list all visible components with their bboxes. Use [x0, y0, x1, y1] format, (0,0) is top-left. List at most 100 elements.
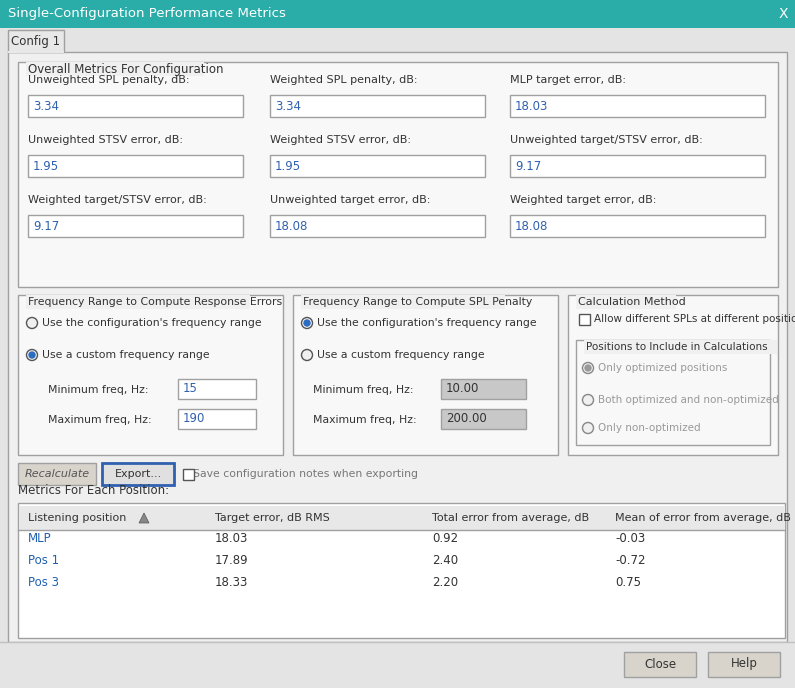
Text: -0.03: -0.03 — [615, 532, 646, 544]
Text: Use the configuration's frequency range: Use the configuration's frequency range — [42, 318, 262, 328]
Text: Target error, dB RMS: Target error, dB RMS — [215, 513, 330, 523]
Text: Unweighted target error, dB:: Unweighted target error, dB: — [270, 195, 430, 205]
Bar — [708, 652, 780, 677]
Circle shape — [26, 317, 37, 328]
Bar — [18, 503, 785, 638]
Text: Use a custom frequency range: Use a custom frequency range — [42, 350, 210, 360]
Bar — [28, 215, 243, 237]
Text: 18.03: 18.03 — [215, 532, 248, 544]
Bar — [584, 340, 778, 354]
Text: Mean of error from average, dB: Mean of error from average, dB — [615, 513, 791, 523]
Bar — [579, 314, 590, 325]
Text: Listening position: Listening position — [28, 513, 126, 523]
Bar — [18, 463, 96, 485]
Text: Calculation Method: Calculation Method — [578, 297, 686, 307]
Text: 10.00: 10.00 — [446, 383, 479, 396]
Text: Only non-optimized: Only non-optimized — [598, 423, 700, 433]
Text: 1.95: 1.95 — [33, 160, 59, 173]
Text: Config 1: Config 1 — [11, 34, 60, 47]
Bar — [510, 95, 765, 117]
Text: Positions to Include in Calculations: Positions to Include in Calculations — [586, 342, 768, 352]
Text: Frequency Range to Compute Response Errors: Frequency Range to Compute Response Erro… — [28, 297, 282, 307]
Bar — [0, 642, 795, 688]
Text: Weighted STSV error, dB:: Weighted STSV error, dB: — [270, 135, 411, 145]
Circle shape — [26, 350, 37, 361]
Bar — [8, 30, 64, 52]
Text: Pos 3: Pos 3 — [28, 575, 59, 588]
Text: Overall Metrics For Configuration: Overall Metrics For Configuration — [28, 63, 223, 76]
Text: 15: 15 — [183, 383, 198, 396]
Text: 2.20: 2.20 — [432, 575, 458, 588]
Bar — [28, 155, 243, 177]
Text: Single-Configuration Performance Metrics: Single-Configuration Performance Metrics — [8, 8, 286, 21]
Text: Help: Help — [731, 658, 758, 671]
Text: Export...: Export... — [114, 469, 161, 479]
Text: 3.34: 3.34 — [33, 100, 59, 113]
Circle shape — [304, 320, 310, 326]
Text: Minimum freq, Hz:: Minimum freq, Hz: — [48, 385, 149, 395]
Text: Close: Close — [644, 658, 676, 671]
Bar — [576, 295, 676, 309]
Text: Frequency Range to Compute SPL Penalty: Frequency Range to Compute SPL Penalty — [303, 297, 532, 307]
Text: X: X — [778, 7, 788, 21]
Bar — [183, 469, 194, 480]
Text: Recalculate: Recalculate — [25, 469, 90, 479]
Text: Weighted target/STSV error, dB:: Weighted target/STSV error, dB: — [28, 195, 207, 205]
Bar — [178, 379, 256, 399]
Bar — [624, 652, 696, 677]
Text: Unweighted SPL penalty, dB:: Unweighted SPL penalty, dB: — [28, 75, 189, 85]
Text: MLP target error, dB:: MLP target error, dB: — [510, 75, 626, 85]
Text: Allow different SPLs at different positions: Allow different SPLs at different positi… — [594, 314, 795, 324]
Text: 0.75: 0.75 — [615, 575, 641, 588]
Bar — [19, 506, 784, 530]
Circle shape — [29, 352, 35, 358]
Text: Metrics For Each Position:: Metrics For Each Position: — [18, 484, 169, 497]
Text: 190: 190 — [183, 413, 205, 425]
Text: Weighted target error, dB:: Weighted target error, dB: — [510, 195, 657, 205]
Text: 18.08: 18.08 — [275, 219, 308, 233]
Circle shape — [583, 363, 594, 374]
Bar — [510, 215, 765, 237]
Text: Total error from average, dB: Total error from average, dB — [432, 513, 589, 523]
Polygon shape — [139, 513, 149, 523]
Circle shape — [301, 317, 312, 328]
Bar — [26, 62, 204, 76]
Text: MLP: MLP — [28, 532, 52, 544]
Bar — [102, 463, 174, 485]
Bar — [441, 409, 526, 429]
Bar — [441, 379, 526, 399]
Bar — [568, 295, 778, 455]
Text: Both optimized and non-optimized: Both optimized and non-optimized — [598, 395, 779, 405]
Text: Use the configuration's frequency range: Use the configuration's frequency range — [317, 318, 537, 328]
Text: Unweighted STSV error, dB:: Unweighted STSV error, dB: — [28, 135, 183, 145]
Text: 9.17: 9.17 — [515, 160, 541, 173]
Text: 18.08: 18.08 — [515, 219, 549, 233]
Text: Unweighted target/STSV error, dB:: Unweighted target/STSV error, dB: — [510, 135, 703, 145]
Bar — [270, 95, 485, 117]
Bar — [0, 0, 795, 28]
Text: 17.89: 17.89 — [215, 554, 249, 566]
Bar — [270, 155, 485, 177]
Circle shape — [585, 365, 591, 371]
Bar — [18, 295, 283, 455]
Text: 0.92: 0.92 — [432, 532, 458, 544]
Bar — [18, 62, 778, 287]
Bar — [270, 215, 485, 237]
Text: Use a custom frequency range: Use a custom frequency range — [317, 350, 485, 360]
Text: 200.00: 200.00 — [446, 413, 487, 425]
Bar — [510, 155, 765, 177]
Text: Minimum freq, Hz:: Minimum freq, Hz: — [313, 385, 413, 395]
Text: Pos 1: Pos 1 — [28, 554, 59, 566]
Text: Only optimized positions: Only optimized positions — [598, 363, 727, 373]
Bar — [576, 340, 770, 445]
Text: -0.72: -0.72 — [615, 554, 646, 566]
Bar — [8, 52, 787, 642]
Text: 18.03: 18.03 — [515, 100, 549, 113]
Text: Weighted SPL penalty, dB:: Weighted SPL penalty, dB: — [270, 75, 417, 85]
Bar — [178, 409, 256, 429]
Text: 18.33: 18.33 — [215, 575, 248, 588]
Bar — [293, 295, 558, 455]
Bar — [301, 295, 505, 309]
Bar — [26, 295, 250, 309]
Circle shape — [583, 422, 594, 433]
